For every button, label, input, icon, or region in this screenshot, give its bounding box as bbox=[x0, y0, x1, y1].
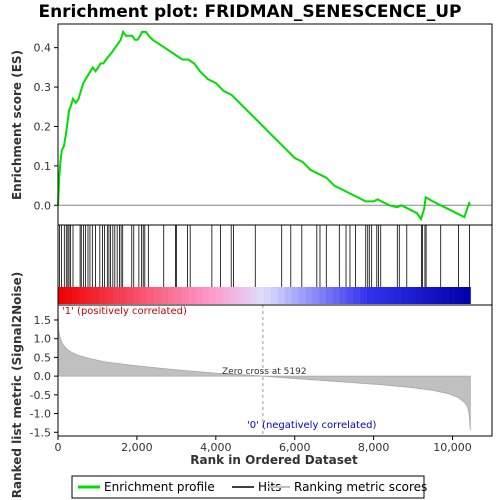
heatmap-cell bbox=[277, 287, 286, 304]
heatmap-cell bbox=[374, 287, 382, 304]
heatmap-cell bbox=[92, 287, 100, 304]
heatmap-cell bbox=[449, 287, 458, 304]
heatmap-cell bbox=[312, 287, 320, 304]
heatmap-cell bbox=[360, 287, 368, 304]
xtick-label: 2,000 bbox=[121, 441, 153, 454]
heatmap-cell bbox=[346, 287, 354, 304]
heatmap-cell bbox=[229, 287, 238, 304]
heatmap-cell bbox=[291, 287, 300, 304]
heatmap-cell bbox=[140, 287, 148, 304]
heatmap-cell bbox=[78, 287, 86, 304]
heatmap-cell bbox=[387, 287, 396, 304]
xtick-label: 10,000 bbox=[433, 441, 472, 454]
heatmap-cell bbox=[243, 287, 251, 304]
heatmap-cell bbox=[250, 287, 258, 304]
heatmap-cell bbox=[112, 287, 121, 304]
heatmap-cell bbox=[408, 287, 416, 304]
es-ytick-label: 0.1 bbox=[34, 160, 52, 173]
heatmap-cell bbox=[319, 287, 327, 304]
legend: Enrichment profile Hits Ranking metric s… bbox=[71, 475, 427, 499]
heatmap-cell bbox=[181, 287, 190, 304]
heatmap-cell bbox=[367, 287, 375, 304]
es-ytick-label: 0.2 bbox=[34, 120, 52, 133]
metric-ytick-label: 0.5 bbox=[34, 351, 52, 364]
metric-ytick-label: 1.0 bbox=[34, 333, 52, 346]
heatmap-cell bbox=[380, 287, 389, 304]
xlabel: Rank in Ordered Dataset bbox=[190, 453, 358, 467]
heatmap-cell bbox=[435, 287, 444, 304]
heatmap-cell bbox=[463, 287, 471, 304]
heatmap-cell bbox=[415, 287, 423, 304]
metric-ylabel: Ranked list metric (Signal2Noise) bbox=[10, 272, 24, 499]
heatmap-cell bbox=[325, 287, 334, 304]
heatmap-cell bbox=[174, 287, 183, 304]
heatmap-cell bbox=[161, 287, 169, 304]
heatmap-cell bbox=[284, 287, 293, 304]
heatmap-cell bbox=[202, 287, 210, 304]
heatmap-cell bbox=[119, 287, 128, 304]
metric-ytick-label: -1.5 bbox=[30, 426, 51, 439]
heatmap-cell bbox=[222, 287, 231, 304]
hits-panel bbox=[59, 225, 470, 287]
metric-ytick-label: -1.0 bbox=[30, 408, 51, 421]
heatmap-cell bbox=[401, 287, 409, 304]
heatmap-cell bbox=[147, 287, 155, 304]
negative-label: '0' (negatively correlated) bbox=[247, 420, 376, 431]
es-panel: 0.0 0.1 0.2 0.3 0.4 bbox=[34, 29, 492, 222]
heatmap-cell bbox=[58, 287, 66, 304]
heatmap-cell bbox=[167, 287, 176, 304]
metric-ytick-label: -0.5 bbox=[30, 389, 51, 402]
ranking-metric-area bbox=[57, 310, 471, 431]
es-ylabel: Enrichment score (ES) bbox=[10, 50, 24, 200]
heatmap-cell bbox=[305, 287, 313, 304]
es-ytick-label: 0.0 bbox=[34, 199, 52, 212]
heatmap-cell bbox=[429, 287, 437, 304]
heatmap-cell bbox=[154, 287, 162, 304]
heatmap-cell bbox=[133, 287, 141, 304]
heatmap-cell bbox=[339, 287, 348, 304]
metric-panel: 1.5 1.0 0.5 0.0 -0.5 -1.0 -1.5 0 2,000 4,000 6,000… bbox=[30, 305, 472, 454]
heatmap-cell bbox=[216, 287, 224, 304]
heatmap-cell bbox=[188, 287, 196, 304]
heatmap-cell bbox=[209, 287, 217, 304]
heatmap-cell bbox=[195, 287, 203, 304]
heatmap-cell bbox=[456, 287, 464, 304]
heatmap-cell bbox=[298, 287, 306, 304]
es-panel-frame bbox=[57, 23, 493, 226]
heatmap-cell bbox=[106, 287, 114, 304]
heatmap-cell bbox=[236, 287, 245, 304]
enrichment-profile-line bbox=[57, 29, 472, 222]
metric-ytick-label: 1.5 bbox=[34, 314, 52, 327]
heatmap-cell bbox=[271, 287, 279, 304]
positive-label: '1' (positively correlated) bbox=[62, 306, 187, 317]
xtick-label: 0 bbox=[55, 441, 62, 454]
xtick-label: 8,000 bbox=[358, 441, 390, 454]
heatmap-cell bbox=[422, 287, 430, 304]
xtick-label: 4,000 bbox=[200, 441, 232, 454]
heatmap-cell bbox=[64, 287, 73, 304]
heatmap-cell bbox=[71, 287, 80, 304]
heatmap-cell bbox=[353, 287, 361, 304]
es-ytick-label: 0.3 bbox=[34, 81, 52, 94]
legend-profile-label: Enrichment profile bbox=[104, 480, 215, 494]
es-ytick-label: 0.4 bbox=[34, 42, 52, 55]
metric-panel-frame bbox=[57, 304, 493, 437]
metric-ytick-label: 0.0 bbox=[34, 370, 52, 383]
heatmap-cell bbox=[85, 287, 93, 304]
heatmap-cell bbox=[264, 287, 272, 304]
heatmap-cell bbox=[332, 287, 341, 304]
heatmap-cell bbox=[442, 287, 451, 304]
heatmap-cell bbox=[394, 287, 403, 304]
heatmap-cell bbox=[126, 287, 135, 304]
heatmap-cell bbox=[257, 287, 265, 304]
heatmap-cell bbox=[99, 287, 107, 304]
ranking-heatmap bbox=[58, 287, 471, 304]
xtick-label: 6,000 bbox=[279, 441, 311, 454]
zero-cross-label: Zero cross at 5192 bbox=[222, 367, 307, 377]
chart-title: Enrichment plot: FRIDMAN_SENESCENCE_UP bbox=[38, 2, 461, 22]
legend-metric-label: Ranking metric scores bbox=[294, 480, 427, 494]
